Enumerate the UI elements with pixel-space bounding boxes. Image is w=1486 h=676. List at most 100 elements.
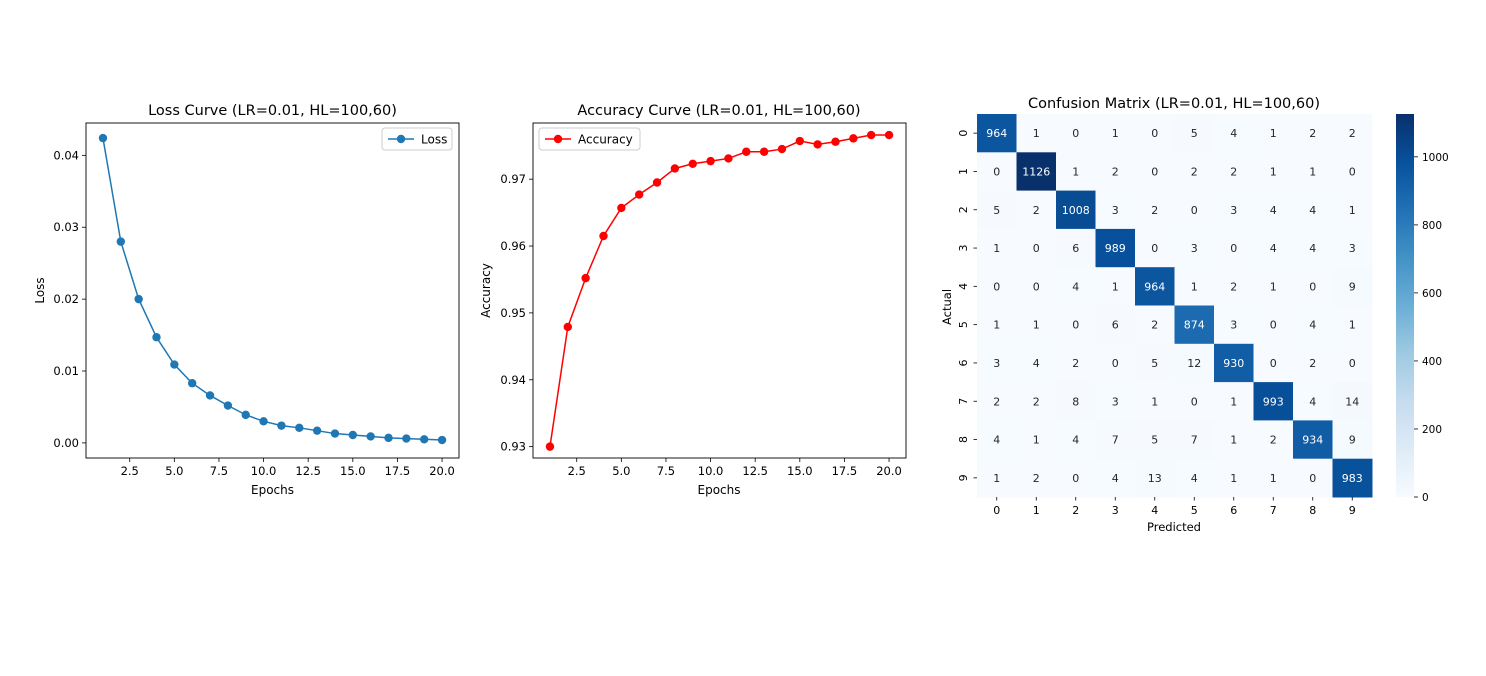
matrix-cell [1095, 267, 1136, 306]
loss-data-point [366, 432, 375, 441]
matrix-cell-value: 989 [1105, 242, 1126, 255]
matrix-cell [1056, 420, 1096, 460]
accuracy-data-point [581, 273, 590, 283]
matrix-cell [1174, 420, 1215, 460]
loss-plot-area [85, 122, 460, 459]
colorbar-tick-label: 600 [1422, 288, 1442, 300]
matrix-cell-value: 4 [1033, 357, 1040, 370]
matrix-cell-value: 2 [1191, 165, 1198, 178]
loss-x-tick-label: 12.5 [295, 464, 321, 478]
matrix-cell [1332, 114, 1373, 153]
matrix-cell [1253, 190, 1294, 230]
matrix-cell-value: 4 [1270, 204, 1277, 217]
matrix-cell [1056, 382, 1096, 421]
matrix-cell-value: 3 [1349, 242, 1356, 255]
matrix-cell [977, 305, 1017, 345]
matrix-cell [1253, 458, 1294, 498]
accuracy-legend-label: Accuracy [578, 133, 633, 147]
accuracy-x-tick-label: 17.5 [832, 464, 858, 478]
loss-legend: Loss [381, 127, 453, 151]
matrix-cell [1293, 152, 1333, 192]
matrix-cell [1214, 343, 1254, 383]
matrix-cell [1135, 228, 1175, 268]
loss-chart: Loss Curve (LR=0.01, HL=100,60) 2.5 5.0 7.… [33, 103, 460, 497]
matrix-cell [1214, 420, 1254, 460]
accuracy-y-axis-label: Accuracy [479, 263, 493, 318]
matrix-cell [1253, 228, 1294, 268]
matrix-cell [977, 190, 1017, 230]
matrix-cell-value: 0 [1072, 319, 1079, 332]
matrix-cell [1293, 114, 1333, 153]
matrix-cell-value: 874 [1184, 319, 1205, 332]
loss-data-point [116, 237, 126, 246]
matrix-cell-value: 3 [1191, 242, 1198, 255]
matrix-cell [977, 114, 1017, 153]
matrix-cell [1253, 114, 1294, 153]
matrix-cell [1214, 114, 1254, 153]
matrix-y-tick-label: 7 [957, 398, 970, 405]
matrix-cell [1016, 228, 1057, 268]
accuracy-y-tick-label: 0.95 [500, 306, 526, 320]
matrix-cell-value: 0 [1151, 127, 1158, 140]
matrix-cell-value: 7 [1191, 434, 1198, 447]
confusion-matrix-title: Confusion Matrix (LR=0.01, HL=100,60) [1028, 96, 1320, 112]
loss-y-tick-label: 0.02 [53, 292, 79, 306]
matrix-cell [1174, 267, 1215, 306]
matrix-y-tick-label: 4 [957, 283, 970, 290]
matrix-cell-value: 2 [1112, 165, 1119, 178]
matrix-cell [1332, 228, 1373, 268]
matrix-cell [1214, 228, 1254, 268]
matrix-cell [1056, 228, 1096, 268]
matrix-cell-value: 1 [1151, 395, 1158, 408]
matrix-cell-value: 1 [1230, 472, 1237, 485]
matrix-cell [977, 228, 1017, 268]
loss-data-point [419, 435, 429, 444]
matrix-cell [1332, 305, 1373, 345]
matrix-cell [1135, 190, 1175, 230]
matrix-cell-value: 0 [1230, 242, 1237, 255]
accuracy-y-tick-label: 0.97 [500, 172, 526, 186]
matrix-cell-value: 1 [1230, 434, 1237, 447]
matrix-cell-value: 0 [1072, 472, 1079, 485]
colorbar-tick-label: 800 [1422, 220, 1442, 232]
matrix-cell-value: 1 [1349, 204, 1356, 217]
matrix-cell [1293, 382, 1333, 421]
matrix-cell-value: 3 [1230, 319, 1237, 332]
matrix-cell [1253, 152, 1294, 192]
loss-series [98, 133, 447, 445]
accuracy-x-tick-label: 20.0 [876, 464, 902, 478]
matrix-x-tick-label: 9 [1349, 504, 1356, 517]
matrix-cell [1253, 267, 1294, 306]
matrix-cell [1174, 190, 1215, 230]
matrix-cell-value: 3 [1112, 204, 1119, 217]
matrix-cell-value: 2 [1349, 127, 1356, 140]
loss-x-tick-label: 7.5 [210, 464, 228, 478]
matrix-cell-value: 4 [1309, 319, 1316, 332]
loss-data-point [437, 435, 447, 445]
colorbar-tick-label: 1000 [1422, 152, 1449, 164]
matrix-cell-value: 2 [1309, 127, 1316, 140]
matrix-cell [1214, 152, 1254, 192]
matrix-cell-value: 2 [1151, 204, 1158, 217]
accuracy-data-point [813, 140, 822, 149]
matrix-cell-value: 0 [1309, 280, 1316, 293]
matrix-cell-value: 2 [1230, 280, 1237, 293]
matrix-y-tick-label: 1 [957, 168, 970, 175]
matrix-cell-value: 2 [993, 395, 1000, 408]
matrix-cell [977, 267, 1017, 306]
matrix-cell [1253, 420, 1294, 460]
accuracy-data-point [849, 134, 858, 143]
accuracy-data-point [724, 154, 733, 163]
matrix-cell [1174, 114, 1215, 153]
accuracy-data-point [688, 159, 697, 168]
matrix-cell [1016, 420, 1057, 460]
matrix-cell-value: 2 [1033, 395, 1040, 408]
matrix-cell [1095, 343, 1136, 383]
loss-data-point [98, 133, 108, 143]
matrix-cell [1332, 458, 1373, 498]
matrix-cell [1135, 343, 1175, 383]
loss-data-point [241, 410, 250, 420]
loss-legend-box [381, 127, 453, 151]
matrix-cell-value: 2 [1033, 204, 1040, 217]
matrix-x-tick-label: 4 [1151, 504, 1158, 517]
